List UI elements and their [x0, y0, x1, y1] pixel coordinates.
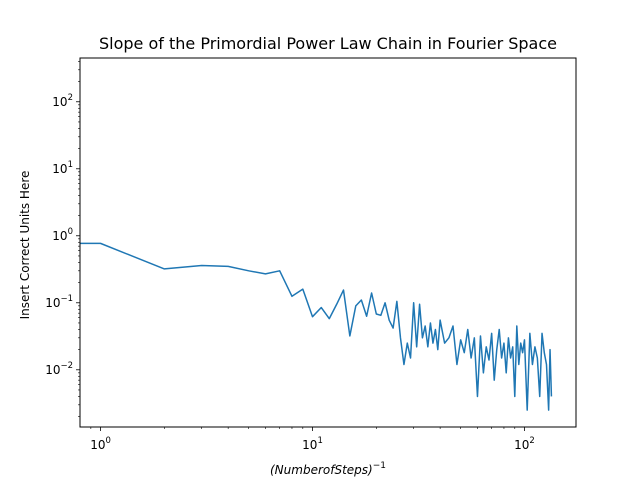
x-tick-label: 101 — [302, 436, 323, 452]
y-axis-label: Insert Correct Units Here — [18, 171, 32, 320]
plot-area — [80, 242, 553, 411]
x-tick-label: 100 — [90, 436, 111, 452]
y-axis: 10−2 10−1 100 101 102 — [45, 61, 80, 417]
x-axis: 100 101 102 — [90, 427, 535, 452]
series-line-0 — [80, 242, 553, 411]
x-axis-label: (NumberofSteps)−1 — [270, 461, 386, 477]
plot-frame — [79, 57, 577, 428]
y-tick-label: 100 — [52, 227, 73, 243]
chart-title: Slope of the Primordial Power Law Chain … — [99, 34, 557, 53]
x-tick-label: 102 — [514, 436, 535, 452]
x-axis-label-exponent: −1 — [373, 461, 386, 471]
y-tick-label: 10−2 — [45, 361, 73, 377]
y-tick-label: 102 — [52, 93, 73, 109]
x-axis-label-text: (NumberofSteps) — [270, 463, 373, 477]
y-tick-label: 101 — [52, 160, 73, 176]
y-tick-label: 10−1 — [45, 294, 73, 310]
